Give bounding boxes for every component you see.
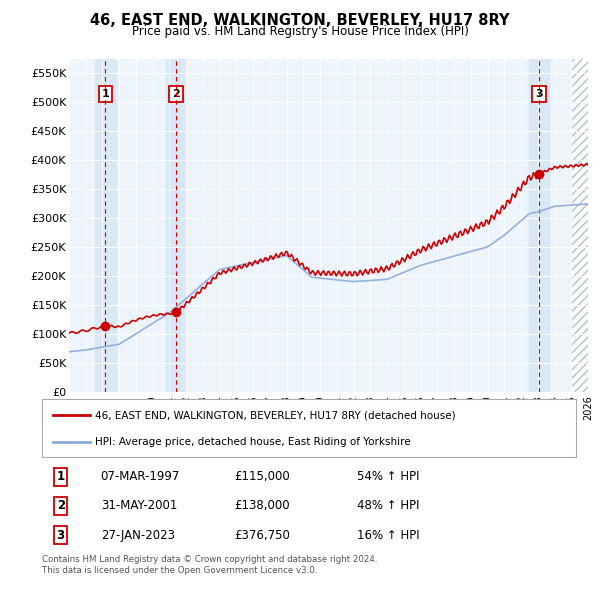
Text: HPI: Average price, detached house, East Riding of Yorkshire: HPI: Average price, detached house, East… xyxy=(95,437,411,447)
Text: 31-MAY-2001: 31-MAY-2001 xyxy=(101,499,177,513)
Text: 3: 3 xyxy=(56,529,65,542)
Text: £138,000: £138,000 xyxy=(234,499,290,513)
Bar xyxy=(95,59,116,392)
Text: 16% ↑ HPI: 16% ↑ HPI xyxy=(357,529,419,542)
Text: 1: 1 xyxy=(56,470,65,483)
Text: Contains HM Land Registry data © Crown copyright and database right 2024.
This d: Contains HM Land Registry data © Crown c… xyxy=(42,555,377,575)
Text: 07-MAR-1997: 07-MAR-1997 xyxy=(101,470,180,483)
Bar xyxy=(166,59,187,392)
Bar xyxy=(529,59,549,392)
Text: 2: 2 xyxy=(172,89,180,99)
Text: 46, EAST END, WALKINGTON, BEVERLEY, HU17 8RY (detached house): 46, EAST END, WALKINGTON, BEVERLEY, HU17… xyxy=(95,410,456,420)
Text: 27-JAN-2023: 27-JAN-2023 xyxy=(101,529,175,542)
Text: £376,750: £376,750 xyxy=(234,529,290,542)
Text: £115,000: £115,000 xyxy=(234,470,290,483)
Text: 1: 1 xyxy=(101,89,109,99)
Text: 2: 2 xyxy=(56,499,65,513)
Bar xyxy=(571,59,588,392)
Text: 48% ↑ HPI: 48% ↑ HPI xyxy=(357,499,419,513)
Text: 54% ↑ HPI: 54% ↑ HPI xyxy=(357,470,419,483)
Text: 3: 3 xyxy=(535,89,543,99)
Text: 46, EAST END, WALKINGTON, BEVERLEY, HU17 8RY: 46, EAST END, WALKINGTON, BEVERLEY, HU17… xyxy=(90,13,510,28)
Text: Price paid vs. HM Land Registry's House Price Index (HPI): Price paid vs. HM Land Registry's House … xyxy=(131,25,469,38)
